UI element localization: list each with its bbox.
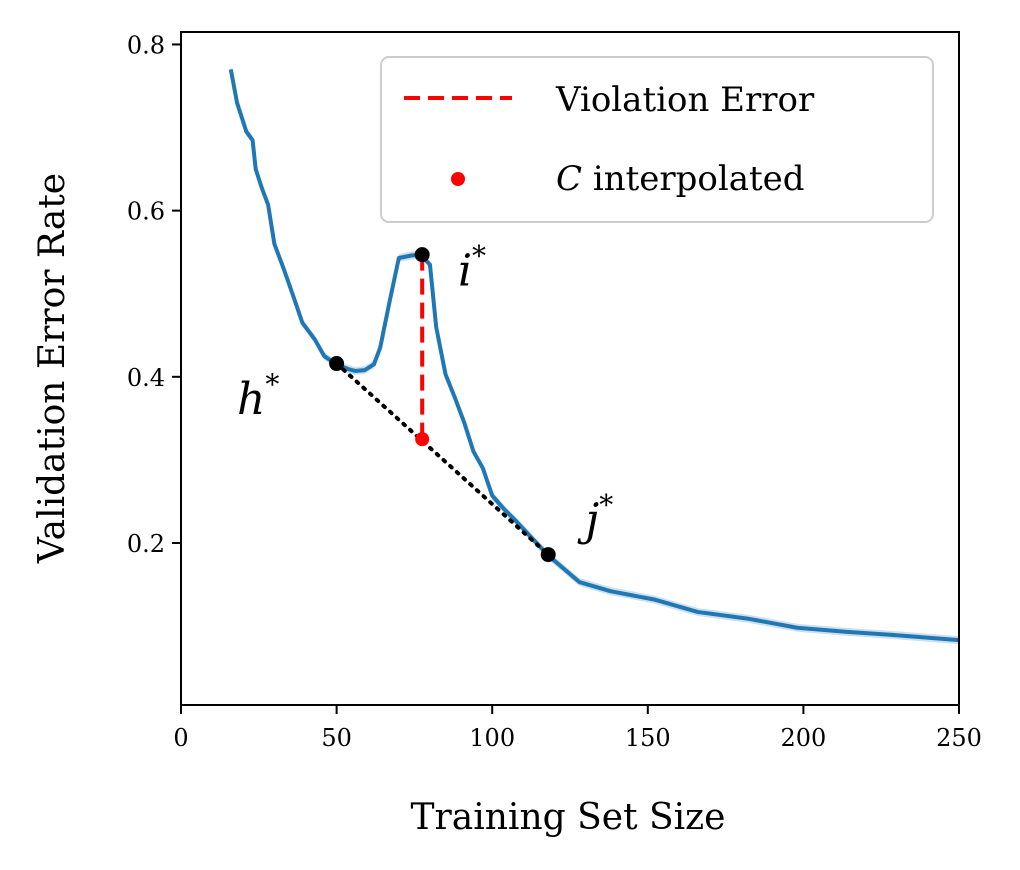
x-axis-title: Training Set Size (411, 797, 726, 838)
x-tick-label: 200 (780, 724, 826, 752)
point-h (329, 356, 345, 372)
x-tick-label: 50 (321, 724, 352, 752)
plot-layer: h* i* j* (228, 65, 959, 645)
point-label-h: h* (237, 368, 279, 425)
point-i (414, 247, 430, 263)
legend-interp-swatch (451, 172, 465, 186)
legend-interp-symbol: C (556, 159, 582, 199)
y-tick-label: 0.6 (127, 198, 165, 226)
point-label-i: i* (458, 239, 486, 296)
x-tick-label: 0 (173, 724, 188, 752)
plot-frame (180, 31, 960, 706)
legend-interp-text: interpolated (582, 159, 805, 199)
y-tick-label: 0.4 (127, 364, 165, 392)
legend-box (380, 56, 934, 223)
x-tick-label: 100 (469, 724, 515, 752)
interpolated-point (415, 432, 430, 447)
point-j (540, 547, 556, 563)
x-tick-label: 150 (625, 724, 671, 752)
y-axis-title: Validation Error Rate (32, 173, 73, 564)
interpolation-line (334, 361, 551, 557)
x-tick-label: 250 (936, 724, 982, 752)
legend-violation-label: Violation Error (555, 80, 815, 120)
y-tick-label: 0.8 (127, 31, 165, 59)
point-label-j: j* (577, 489, 614, 546)
ticks-layer: 0 50 100 150 200 250 0.2 0.4 0.6 0.8 (127, 31, 982, 752)
y-tick-label: 0.2 (127, 530, 165, 558)
legend: Violation Error C interpolated (380, 56, 934, 223)
legend-interp-label: C interpolated (556, 159, 805, 199)
